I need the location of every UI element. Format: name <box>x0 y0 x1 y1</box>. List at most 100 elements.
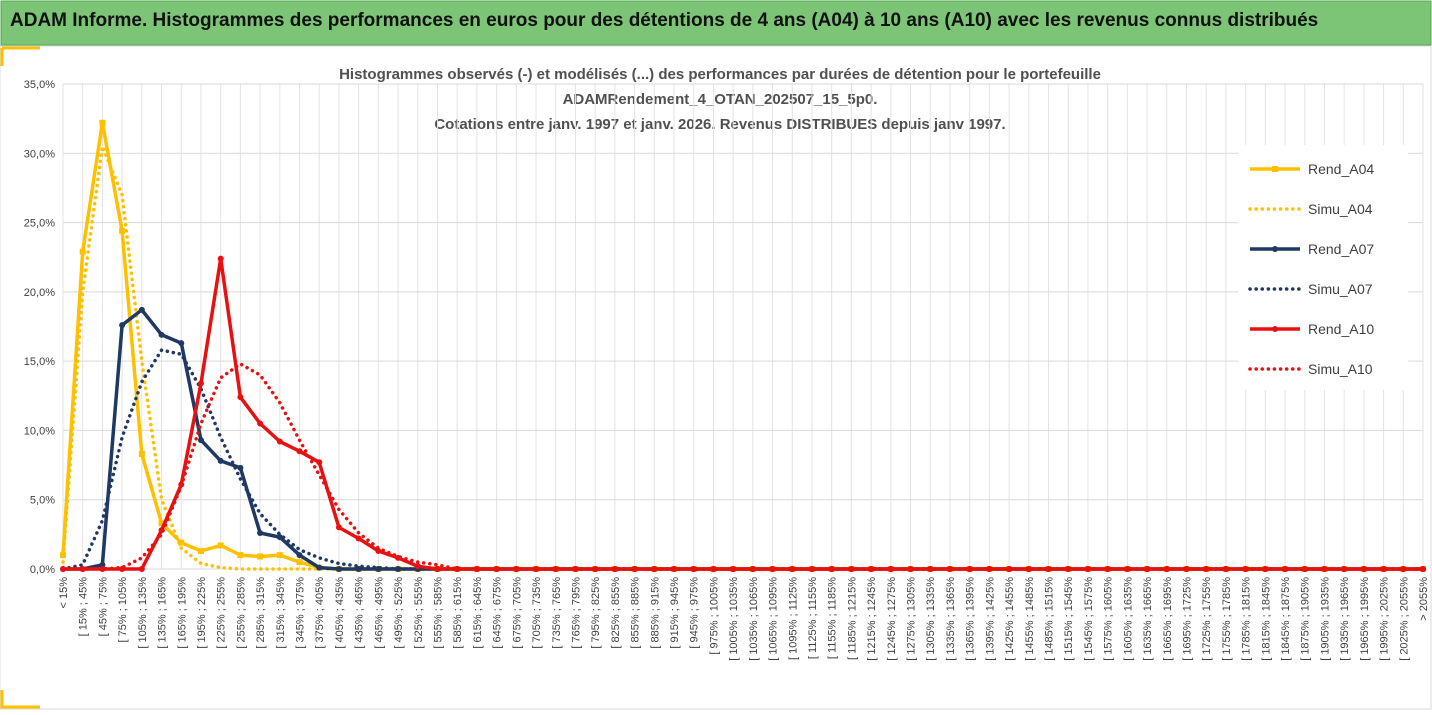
marker <box>611 566 618 572</box>
x-tick-label: [ 1875% ; 1905% <box>1300 577 1312 661</box>
x-tick-label: [ 105% ; 135% <box>137 577 149 649</box>
marker <box>296 552 303 559</box>
y-tick-label: 10,0% <box>24 425 55 437</box>
x-tick-label: [ 1665% ; 1695% <box>1162 577 1174 661</box>
x-tick-label: [ 1995% ; 2025% <box>1379 577 1391 661</box>
legend-label: Simu_A10 <box>1308 361 1373 377</box>
x-tick-label: [ 1815% ; 1845% <box>1260 577 1272 661</box>
x-tick-label: [ 1635% ; 1665% <box>1142 577 1154 661</box>
x-tick-label: [ 1425% ; 1455% <box>1004 577 1016 661</box>
corner-accent <box>0 46 40 709</box>
marker <box>966 566 973 572</box>
marker <box>375 547 382 554</box>
legend-marker <box>1272 166 1278 172</box>
x-tick-label: [ 165% ; 195% <box>176 577 188 649</box>
x-tick-label: [ 555% ; 585% <box>432 577 444 649</box>
marker <box>1045 566 1052 572</box>
chart-title: Cotations entre janv. 1997 et janv. 2026… <box>434 116 1005 133</box>
x-tick-label: [ 1905% ; 1935% <box>1319 577 1331 661</box>
header-title: ADAM Informe. Histogrammes des performan… <box>10 10 1318 31</box>
marker <box>316 459 323 466</box>
legend-label: Simu_A04 <box>1308 201 1373 217</box>
legend-marker <box>1272 246 1278 252</box>
marker <box>257 529 264 536</box>
x-tick-label: > 2055% <box>1418 577 1430 621</box>
x-tick-label: [ 1965% ; 1995% <box>1359 577 1371 661</box>
y-tick-label: 30,0% <box>24 148 55 160</box>
marker <box>257 420 264 427</box>
chart-title: ADAMRendement_4_OTAN_202507_15_5p0. <box>563 91 878 108</box>
x-tick-label: [ 915% ; 945% <box>669 577 681 649</box>
marker <box>434 566 441 572</box>
chart-title: Histogrammes observés (-) et modélisés (… <box>339 66 1101 83</box>
marker <box>296 559 303 566</box>
x-tick-label: [ 675% ; 705% <box>511 577 523 649</box>
model-line <box>61 362 1425 571</box>
marker <box>335 524 342 531</box>
marker <box>355 566 362 572</box>
marker <box>1124 566 1131 572</box>
marker <box>138 566 145 572</box>
x-tick-label: [ 435% ; 465% <box>354 577 366 649</box>
marker <box>119 227 126 234</box>
marker <box>414 563 421 570</box>
x-tick-label: [ 1305% ; 1335% <box>925 577 937 661</box>
marker <box>138 450 145 457</box>
x-tick-label: [ 1125% ; 1155% <box>807 577 819 659</box>
legend-label: Simu_A07 <box>1308 281 1373 297</box>
x-tick-label: [ 1575% ; 1605% <box>1103 577 1115 661</box>
marker <box>217 457 224 464</box>
marker <box>217 255 224 262</box>
y-tick-label: 35,0% <box>24 79 55 91</box>
x-tick-label: [ 1095% ; 1125% <box>787 577 799 660</box>
marker <box>138 306 145 313</box>
x-tick-label: [ 975% ; 1005% <box>708 577 720 655</box>
x-tick-label: [ 1845% ; 1875% <box>1280 577 1292 661</box>
x-tick-label: < 15% <box>58 577 70 609</box>
x-tick-label: [ 855% ; 885% <box>630 577 642 649</box>
x-tick-label: [ 1605% ; 1635% <box>1122 577 1134 661</box>
x-tick-label: [ 945% ; 975% <box>689 577 701 649</box>
header-band <box>0 0 1432 46</box>
plot: Histogrammes observés (-) et modélisés (… <box>24 66 1430 661</box>
x-tick-label: [ 1485% ; 1515% <box>1044 577 1056 661</box>
x-tick-label: [ 405% ; 435% <box>334 577 346 649</box>
marker <box>276 552 283 559</box>
y-tick-label: 15,0% <box>24 356 55 368</box>
x-tick-label: [ 195% ; 225% <box>196 577 208 649</box>
marker <box>316 564 323 571</box>
x-tick-label: [ 1755% ; 1785% <box>1221 577 1233 661</box>
legend-box <box>1238 145 1408 390</box>
marker <box>237 552 244 559</box>
marker <box>335 566 342 572</box>
marker <box>79 248 86 255</box>
y-tick-label: 0,0% <box>30 564 55 576</box>
y-tick-label: 20,0% <box>24 287 55 299</box>
x-tick-label: [ 15% ; 45% <box>78 577 90 637</box>
marker <box>710 566 717 572</box>
chart-frame <box>0 45 1432 710</box>
marker <box>99 561 106 568</box>
legend-label: Rend_A07 <box>1308 241 1374 257</box>
x-tick-label: [ 495% ; 525% <box>393 577 405 649</box>
x-tick-label: [ 465% ; 495% <box>373 577 385 649</box>
marker <box>197 437 204 444</box>
marker <box>99 119 106 126</box>
x-tick-label: [ 1335% ; 1365% <box>945 577 957 661</box>
marker <box>119 322 126 329</box>
x-tick-label: [ 75% ; 105% <box>117 577 129 643</box>
x-tick-label: [ 315% ; 345% <box>275 577 287 649</box>
x-tick-label: [ 1275% ; 1305% <box>906 577 918 661</box>
legend-label: Rend_A04 <box>1308 161 1374 177</box>
marker <box>178 539 185 546</box>
x-tick-label: [ 765% ; 795% <box>570 577 582 649</box>
x-tick-label: [ 1935% ; 1965% <box>1339 577 1351 661</box>
x-tick-label: [ 1785% ; 1815% <box>1241 577 1253 661</box>
x-tick-label: [ 285% ; 315% <box>255 577 267 649</box>
x-tick-label: [ 375% ; 405% <box>314 577 326 649</box>
x-tick-label: [ 1155% ; 1185% <box>827 577 839 659</box>
marker <box>1222 566 1229 572</box>
legend-marker <box>1272 326 1278 332</box>
